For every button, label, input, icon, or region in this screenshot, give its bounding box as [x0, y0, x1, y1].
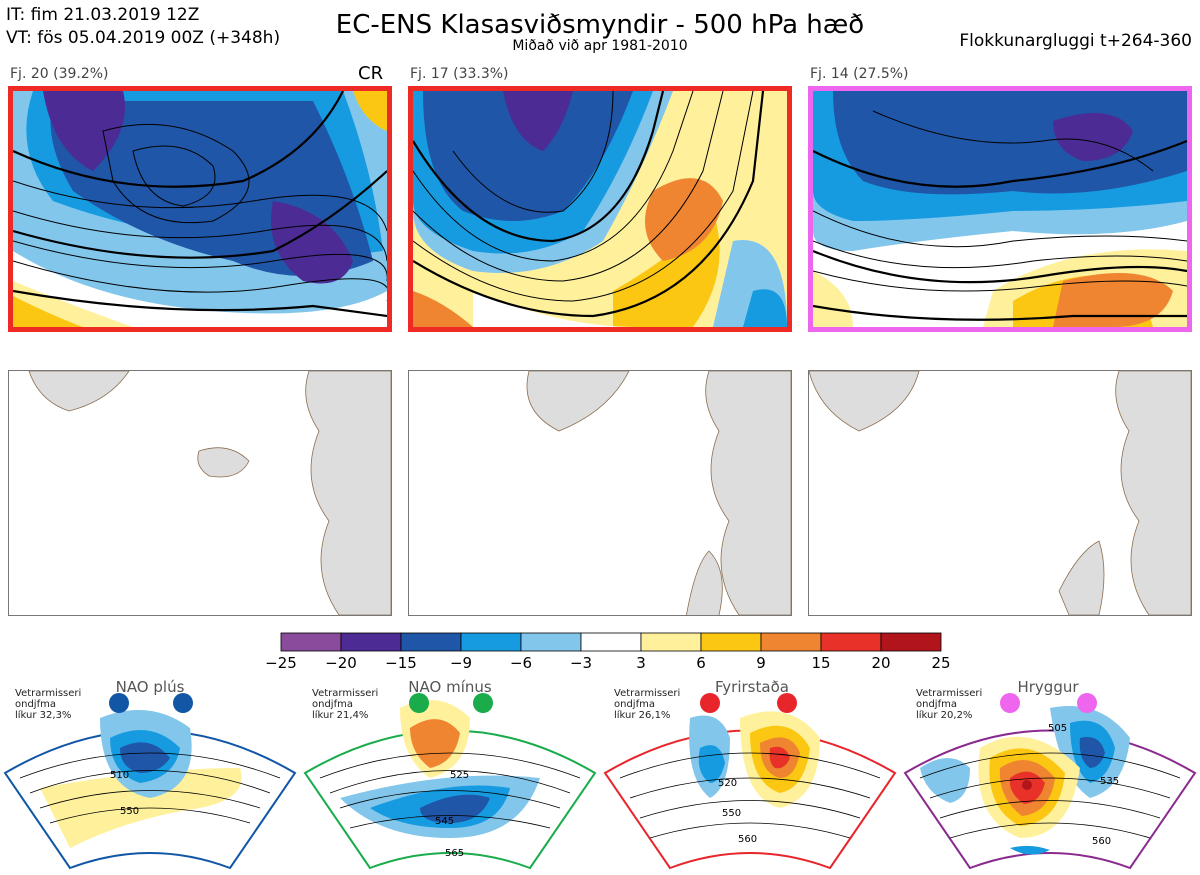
regime-nao-plus: 510 550 NAO plús Vetrarmisseri ondjfma l… — [0, 678, 300, 875]
regime-probability: líkur 26,1% — [614, 710, 671, 721]
colorbar-tick-label: −9 — [449, 654, 473, 672]
colorbar-swatch — [820, 632, 882, 652]
cluster-1-tag: CR — [358, 63, 384, 84]
colorbar-swatch — [700, 632, 762, 652]
regime-months: ondjfma — [614, 699, 655, 710]
map-panel-empty-3 — [808, 370, 1192, 616]
cluster-1-anomaly-field — [13, 91, 387, 327]
regime-contour-label: 520 — [718, 778, 737, 789]
colorbar-tick-label: 25 — [931, 654, 951, 672]
valid-time: VT: fös 05.04.2019 00Z (+348h) — [6, 28, 281, 48]
cluster-3-map — [808, 86, 1192, 332]
regime-contour-label: 525 — [450, 770, 469, 781]
regime-contour-label: 505 — [1048, 723, 1067, 734]
regime-contour-label: 560 — [738, 834, 757, 845]
colorbar-tick-label: 3 — [636, 654, 646, 672]
cluster-3-anomaly-field — [813, 91, 1187, 327]
cluster-2-anomaly-field — [413, 91, 787, 327]
regime-marker-dot — [473, 693, 493, 713]
regime-probability: líkur 20,2% — [916, 710, 973, 721]
cluster-1-map — [8, 86, 392, 332]
regime-marker-dot — [173, 693, 193, 713]
regime-nao-minus: 525 545 565 NAO mínus Vetrarmisseri ondj… — [300, 678, 600, 875]
regime-season: Vetrarmisseri — [614, 688, 681, 699]
regime-marker-dot — [777, 693, 797, 713]
colorbar-swatch — [340, 632, 402, 652]
regime-contour-label: 560 — [1092, 836, 1111, 847]
regime-fan-diagram: 510 550 — [3, 693, 297, 870]
regime-season: Vetrarmisseri — [312, 688, 379, 699]
regime-blocking: 520 550 560 Fyrirstaða Vetrarmisseri ond… — [600, 678, 900, 875]
colorbar-tick-label: 15 — [811, 654, 831, 672]
colorbar-tick-label: −20 — [325, 654, 357, 672]
map-panel-empty-2 — [408, 370, 792, 616]
regime-marker-dot — [409, 693, 429, 713]
regime-contour-label: 535 — [1100, 776, 1119, 787]
regime-marker-dot — [109, 693, 129, 713]
classification-window: Flokkunargluggi t+264-360 — [959, 31, 1192, 51]
colorbar-swatch — [880, 632, 942, 652]
colorbar-swatch — [640, 632, 702, 652]
colorbar-swatch — [580, 632, 642, 652]
regime-stats: Vetrarmisseri ondjfma líkur 26,1% — [614, 688, 680, 721]
regime-months: ondjfma — [312, 699, 353, 710]
colorbar-tick-label: 9 — [756, 654, 766, 672]
initial-time: IT: fim 21.03.2019 12Z — [6, 5, 200, 25]
cluster-1-label: Fj. 20 (39.2%) — [10, 66, 109, 82]
anomaly-colorbar — [280, 632, 942, 656]
land-outline — [526, 371, 791, 615]
land-outline — [809, 371, 1191, 615]
page-subtitle: Miðað við apr 1981-2010 — [512, 38, 688, 54]
cluster-2-map — [408, 86, 792, 332]
regime-marker-dot — [1000, 693, 1020, 713]
colorbar-tick-label: 20 — [871, 654, 891, 672]
cluster-3-label: Fj. 14 (27.5%) — [810, 66, 909, 82]
regime-name: NAO mínus — [408, 678, 492, 696]
regime-marker-dot — [1077, 693, 1097, 713]
regime-stats: Vetrarmisseri ondjfma líkur 32,3% — [15, 688, 81, 721]
colorbar-tick-label: −3 — [569, 654, 593, 672]
colorbar-tick-label: −6 — [509, 654, 533, 672]
colorbar-swatch — [760, 632, 822, 652]
colorbar-tick-label: −25 — [265, 654, 297, 672]
regime-stats: Vetrarmisseri ondjfma líkur 20,2% — [916, 688, 982, 721]
regime-contour-label: 545 — [435, 816, 454, 827]
regime-probability: líkur 21,4% — [312, 710, 369, 721]
cluster-2-label: Fj. 17 (33.3%) — [410, 66, 509, 82]
colorbar-swatch — [460, 632, 522, 652]
colorbar-swatches — [280, 632, 942, 652]
regime-fan-diagram: 505 535 560 — [903, 693, 1197, 870]
regime-name: Fyrirstaða — [715, 678, 789, 696]
regime-months: ondjfma — [15, 699, 56, 710]
regime-contour-label: 510 — [110, 770, 129, 781]
regime-months: ondjfma — [916, 699, 957, 710]
colorbar-tick-label: −15 — [385, 654, 417, 672]
regime-contour-label: 550 — [722, 808, 741, 819]
regime-fan-diagram: 520 550 560 — [603, 693, 897, 870]
colorbar-swatch — [520, 632, 582, 652]
regime-ridge: 505 535 560 Hryggur Vetrarmisseri ondjfm… — [900, 678, 1200, 875]
regime-contour-label: 550 — [120, 806, 139, 817]
colorbar-swatch — [280, 632, 342, 652]
regime-fan-diagram: 525 545 565 — [303, 693, 597, 870]
map-panel-empty-1 — [8, 370, 392, 616]
regime-name: NAO plús — [115, 678, 185, 696]
colorbar-tick-label: 6 — [696, 654, 706, 672]
regime-season: Vetrarmisseri — [916, 688, 983, 699]
regime-name: Hryggur — [1017, 678, 1079, 696]
regime-marker-dot — [700, 693, 720, 713]
regime-season: Vetrarmisseri — [15, 688, 82, 699]
regime-probability: líkur 32,3% — [15, 710, 72, 721]
land-outline — [28, 371, 391, 615]
page-title: EC-ENS Klasasviðsmyndir - 500 hPa hæð — [335, 10, 865, 40]
colorbar-swatch — [400, 632, 462, 652]
regime-stats: Vetrarmisseri ondjfma líkur 21,4% — [312, 688, 378, 721]
regime-contour-label: 565 — [445, 848, 464, 859]
